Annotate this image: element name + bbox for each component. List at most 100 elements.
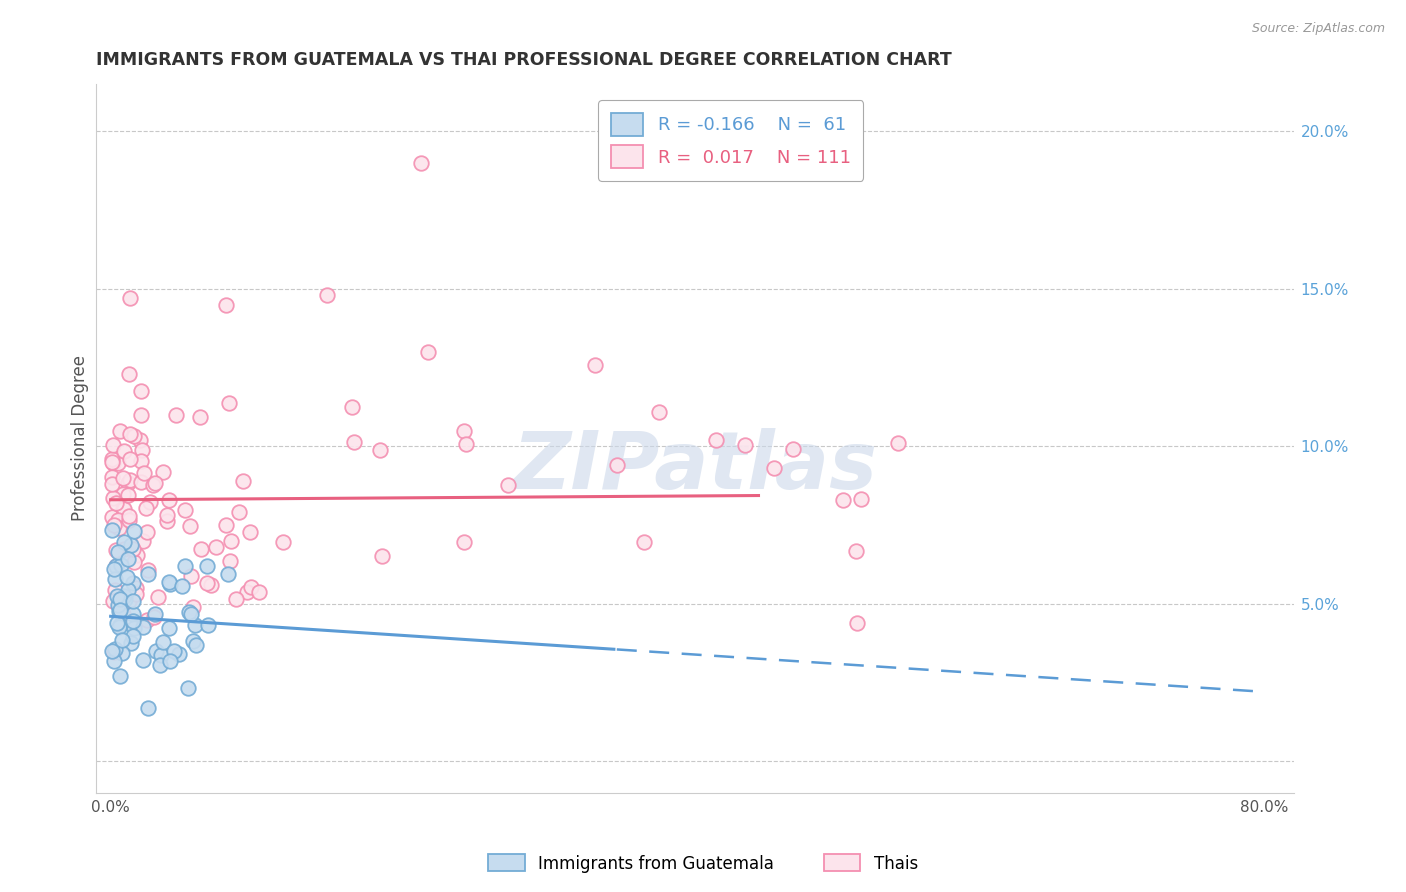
Point xyxy=(136,525,159,540)
Point xyxy=(118,593,141,607)
Point xyxy=(101,491,124,505)
Point xyxy=(117,476,139,491)
Point xyxy=(131,408,153,422)
Point xyxy=(845,543,868,558)
Point xyxy=(157,574,180,589)
Point xyxy=(195,576,218,591)
Point xyxy=(181,599,204,614)
Point xyxy=(104,559,127,574)
Point xyxy=(152,465,174,479)
Point xyxy=(101,523,124,537)
Point xyxy=(121,615,143,629)
Point xyxy=(136,563,159,577)
Point xyxy=(110,558,132,573)
Text: IMMIGRANTS FROM GUATEMALA VS THAI PROFESSIONAL DEGREE CORRELATION CHART: IMMIGRANTS FROM GUATEMALA VS THAI PROFES… xyxy=(96,51,952,69)
Point xyxy=(453,535,475,549)
Point xyxy=(606,458,628,473)
Point xyxy=(219,534,242,549)
Point xyxy=(633,535,655,549)
Point xyxy=(157,621,180,635)
Point xyxy=(103,645,125,659)
Point xyxy=(145,644,167,658)
Point xyxy=(142,609,165,624)
Point xyxy=(247,585,270,599)
Point xyxy=(453,424,475,438)
Point xyxy=(112,502,135,516)
Point xyxy=(122,621,145,635)
Point xyxy=(180,569,202,583)
Point xyxy=(122,576,145,591)
Point xyxy=(371,549,394,563)
Point xyxy=(115,569,138,583)
Point xyxy=(215,297,238,311)
Point xyxy=(125,581,148,595)
Point xyxy=(122,524,145,538)
Point xyxy=(103,582,125,597)
Point xyxy=(409,156,432,170)
Point xyxy=(104,573,127,587)
Point xyxy=(101,456,124,470)
Point xyxy=(180,607,202,621)
Point xyxy=(232,474,254,488)
Point xyxy=(118,427,141,442)
Point xyxy=(150,648,173,662)
Point xyxy=(111,646,134,660)
Point xyxy=(107,521,129,535)
Point xyxy=(129,454,152,468)
Point xyxy=(152,635,174,649)
Point xyxy=(111,633,134,648)
Point xyxy=(583,358,606,372)
Point xyxy=(103,438,125,452)
Point xyxy=(111,501,134,516)
Point xyxy=(181,634,204,648)
Point xyxy=(845,616,868,631)
Point xyxy=(143,607,166,621)
Point xyxy=(174,503,197,517)
Point xyxy=(416,344,439,359)
Point xyxy=(132,620,155,634)
Point xyxy=(176,681,198,695)
Point xyxy=(157,492,180,507)
Point xyxy=(132,653,155,667)
Point xyxy=(107,545,129,559)
Point xyxy=(110,591,132,606)
Point xyxy=(340,401,363,415)
Point xyxy=(129,475,152,490)
Point xyxy=(200,578,222,592)
Point xyxy=(105,589,128,603)
Text: Source: ZipAtlas.com: Source: ZipAtlas.com xyxy=(1251,22,1385,36)
Point xyxy=(179,605,201,619)
Point xyxy=(121,607,143,621)
Point xyxy=(111,597,134,611)
Point xyxy=(139,495,162,509)
Point xyxy=(239,525,262,540)
Point xyxy=(156,508,179,523)
Point xyxy=(101,455,124,469)
Text: ZIPatlas: ZIPatlas xyxy=(512,427,877,506)
Point xyxy=(118,509,141,524)
Point xyxy=(108,620,131,634)
Point xyxy=(832,493,855,508)
Point xyxy=(146,591,169,605)
Point xyxy=(107,456,129,470)
Point xyxy=(159,577,181,591)
Point xyxy=(112,607,135,621)
Point xyxy=(118,473,141,487)
Legend: Immigrants from Guatemala, Thais: Immigrants from Guatemala, Thais xyxy=(481,847,925,880)
Point xyxy=(706,434,728,448)
Point xyxy=(195,558,218,573)
Point xyxy=(271,535,294,549)
Point xyxy=(101,510,124,524)
Point xyxy=(108,604,131,618)
Point xyxy=(114,591,136,606)
Point xyxy=(108,424,131,438)
Point xyxy=(134,467,156,481)
Point xyxy=(136,566,159,581)
Point xyxy=(103,654,125,668)
Point xyxy=(143,475,166,490)
Point xyxy=(136,701,159,715)
Point xyxy=(107,599,129,613)
Point xyxy=(215,518,238,533)
Point xyxy=(122,629,145,643)
Point xyxy=(763,460,786,475)
